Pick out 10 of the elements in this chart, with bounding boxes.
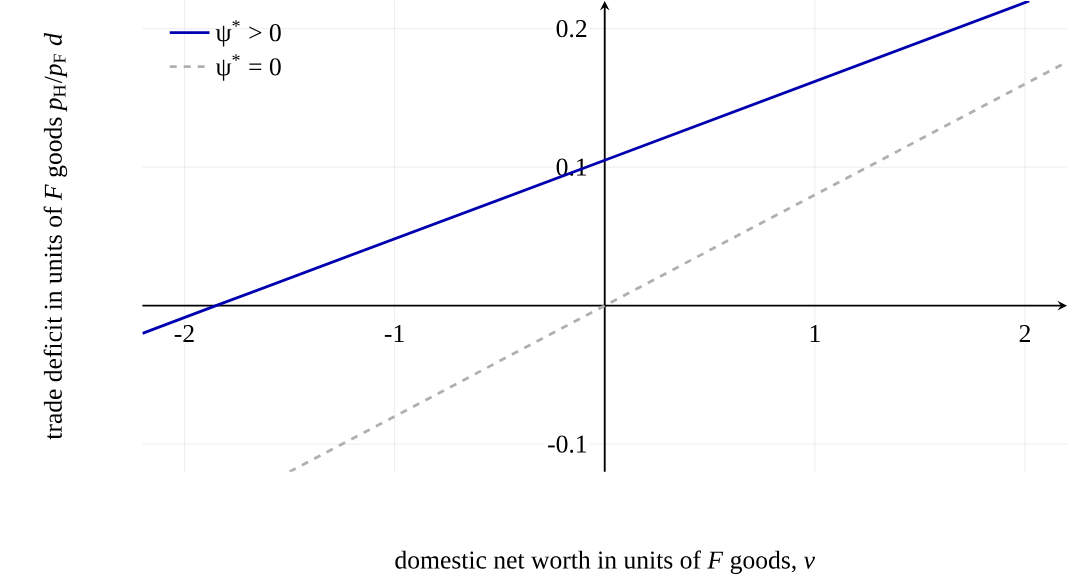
legend-label: ψ$^{*}$ > 0: [215, 19, 281, 47]
legend-label: ψ$^{*}$ = 0: [215, 54, 281, 81]
y-tick-label: -0.1: [548, 435, 587, 453]
x-tick-label: 1: [810, 324, 820, 342]
x-axis-title: domestic net worth in units of F goods, ν: [395, 550, 815, 574]
x-tick-label: 2: [1019, 324, 1030, 342]
x-tick-label: -1: [384, 324, 404, 342]
y-tick-label: 0.2: [556, 19, 587, 38]
text: trade deficit in units of F goods p$_{H}$/p$_{F}$ d: [43, 32, 68, 440]
x-tick-label: -2: [174, 324, 194, 342]
